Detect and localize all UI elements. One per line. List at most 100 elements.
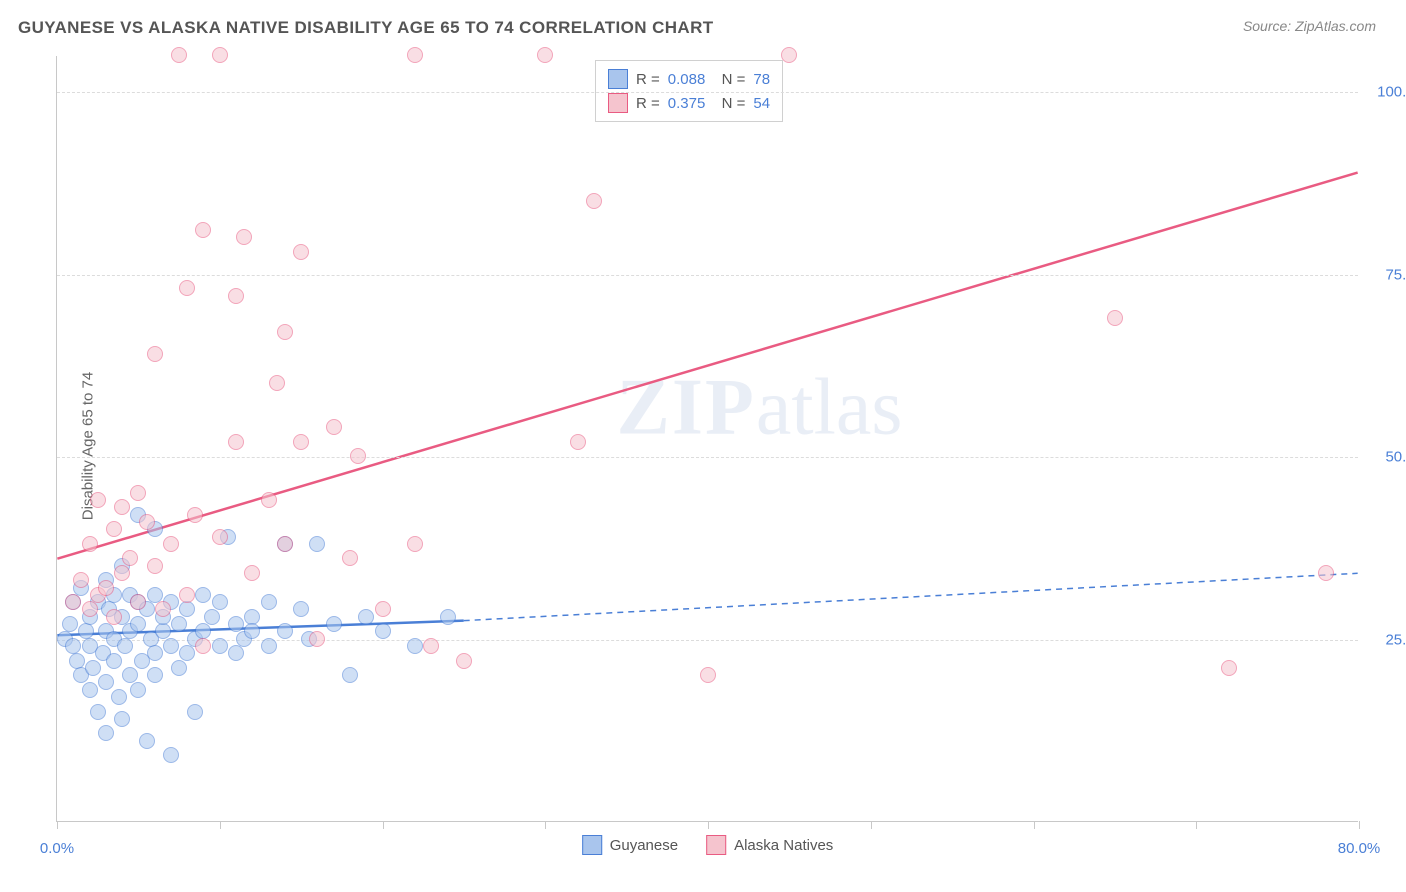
series-legend: Guyanese Alaska Natives [582,835,834,855]
data-point [570,434,586,450]
chart-title: GUYANESE VS ALASKA NATIVE DISABILITY AGE… [18,18,714,38]
data-point [269,375,285,391]
data-point [155,623,171,639]
data-point [130,616,146,632]
data-point [407,638,423,654]
data-point [171,47,187,63]
data-point [65,594,81,610]
data-point [85,660,101,676]
trend-line [57,173,1357,559]
legend-item-guyanese: Guyanese [582,835,678,855]
x-tick [1034,821,1035,829]
y-tick-label: 25.0% [1368,631,1406,648]
data-point [106,609,122,625]
legend-row-alaska: R =0.375 N =54 [608,91,770,115]
data-point [187,507,203,523]
data-point [342,667,358,683]
legend-label-guyanese: Guyanese [610,837,678,854]
data-point [1107,310,1123,326]
gridline [57,457,1358,458]
data-point [195,638,211,654]
data-point [147,645,163,661]
data-point [342,550,358,566]
data-point [586,193,602,209]
data-point [122,667,138,683]
data-point [98,580,114,596]
swatch-bottom-guyanese [582,835,602,855]
x-tick-label: 0.0% [40,840,74,857]
data-point [98,674,114,690]
data-point [236,229,252,245]
data-point [139,514,155,530]
gridline [57,275,1358,276]
data-point [228,434,244,450]
data-point [98,725,114,741]
source-label: Source: ZipAtlas.com [1243,18,1376,34]
x-tick-label: 80.0% [1338,840,1381,857]
data-point [228,645,244,661]
y-tick-label: 75.0% [1368,266,1406,283]
gridline [57,92,1358,93]
data-point [375,601,391,617]
x-tick [57,821,58,829]
data-point [106,653,122,669]
n-value-alaska: 54 [753,95,770,112]
data-point [277,324,293,340]
trend-lines-layer [57,56,1358,821]
data-point [155,601,171,617]
data-point [350,448,366,464]
data-point [90,492,106,508]
data-point [261,638,277,654]
data-point [114,711,130,727]
gridline [57,640,1358,641]
x-tick [708,821,709,829]
data-point [261,594,277,610]
data-point [456,653,472,669]
data-point [82,536,98,552]
data-point [147,587,163,603]
data-point [147,667,163,683]
data-point [117,638,133,654]
data-point [195,222,211,238]
x-tick [383,821,384,829]
data-point [212,638,228,654]
x-tick [1359,821,1360,829]
data-point [114,499,130,515]
x-tick [220,821,221,829]
data-point [106,521,122,537]
data-point [309,631,325,647]
chart-plot-area: ZIPatlas R =0.088 N =78 R =0.375 N =54 G… [56,56,1358,822]
data-point [309,536,325,552]
r-value-alaska: 0.375 [668,95,706,112]
x-tick [871,821,872,829]
data-point [440,609,456,625]
data-point [171,660,187,676]
data-point [277,536,293,552]
data-point [212,594,228,610]
legend-label-alaska: Alaska Natives [734,837,833,854]
data-point [244,565,260,581]
y-tick-label: 100.0% [1368,84,1406,101]
data-point [111,689,127,705]
data-point [139,733,155,749]
data-point [700,667,716,683]
r-value-guyanese: 0.088 [668,71,706,88]
data-point [163,638,179,654]
data-point [277,623,293,639]
data-point [228,616,244,632]
data-point [244,609,260,625]
correlation-legend: R =0.088 N =78 R =0.375 N =54 [595,60,783,122]
data-point [90,704,106,720]
data-point [1221,660,1237,676]
data-point [407,47,423,63]
legend-item-alaska: Alaska Natives [706,835,833,855]
data-point [82,682,98,698]
data-point [62,616,78,632]
y-tick-label: 50.0% [1368,449,1406,466]
data-point [65,638,81,654]
data-point [163,747,179,763]
data-point [171,616,187,632]
data-point [1318,565,1334,581]
data-point [179,601,195,617]
data-point [212,47,228,63]
